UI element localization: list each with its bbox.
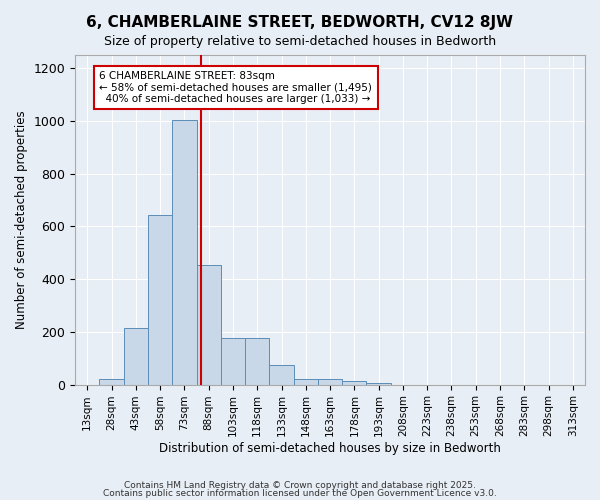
Text: 6 CHAMBERLAINE STREET: 83sqm
← 58% of semi-detached houses are smaller (1,495)
 : 6 CHAMBERLAINE STREET: 83sqm ← 58% of se… [100,71,373,104]
Bar [245,338,269,384]
Text: 6, CHAMBERLAINE STREET, BEDWORTH, CV12 8JW: 6, CHAMBERLAINE STREET, BEDWORTH, CV12 8… [86,15,514,30]
Bar [124,328,148,384]
Bar [197,264,221,384]
Bar [342,380,367,384]
Bar [100,380,124,384]
Bar [221,338,245,384]
Text: Contains HM Land Registry data © Crown copyright and database right 2025.: Contains HM Land Registry data © Crown c… [124,481,476,490]
Bar [269,365,293,384]
Bar [318,380,342,384]
Text: Contains public sector information licensed under the Open Government Licence v3: Contains public sector information licen… [103,488,497,498]
Y-axis label: Number of semi-detached properties: Number of semi-detached properties [15,110,28,329]
Bar [293,380,318,384]
Bar [172,120,197,384]
X-axis label: Distribution of semi-detached houses by size in Bedworth: Distribution of semi-detached houses by … [159,442,501,455]
Text: Size of property relative to semi-detached houses in Bedworth: Size of property relative to semi-detach… [104,35,496,48]
Bar [148,214,172,384]
